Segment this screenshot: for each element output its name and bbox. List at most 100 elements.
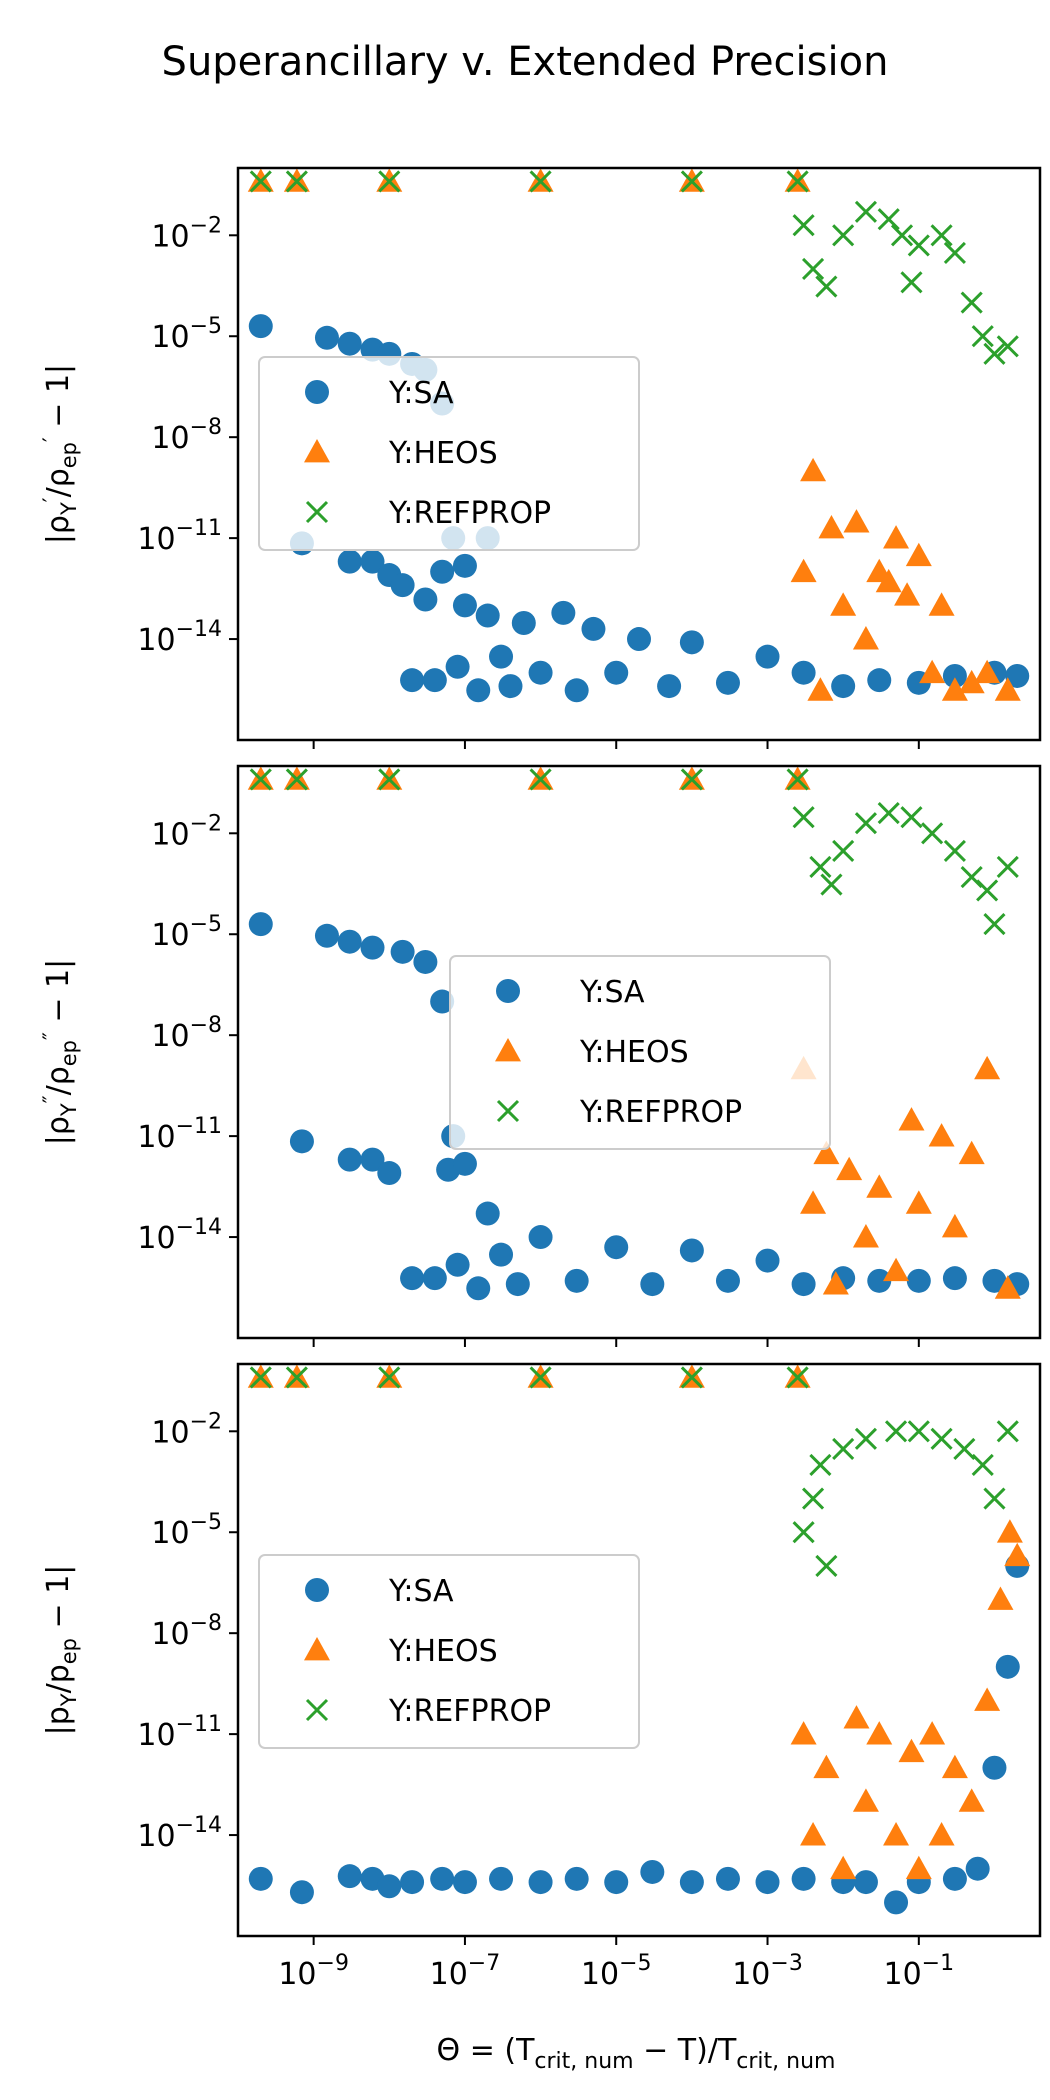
x-tick-label: 10−5 xyxy=(581,1951,652,1992)
data-point xyxy=(445,1252,470,1277)
data-point xyxy=(400,1266,425,1291)
data-point xyxy=(965,1856,990,1881)
data-point xyxy=(430,989,455,1014)
data-point xyxy=(791,1866,816,1891)
figure-title: Superancillary v. Extended Precision xyxy=(162,39,889,85)
data-point xyxy=(987,1586,1014,1610)
data-point xyxy=(958,669,985,694)
data-point xyxy=(822,1271,849,1295)
data-point xyxy=(906,1268,931,1293)
data-point xyxy=(564,678,589,703)
data-point xyxy=(907,1420,930,1443)
data-point xyxy=(853,1870,878,1895)
y-tick-label: 10−2 xyxy=(151,1409,222,1450)
data-point xyxy=(877,208,900,231)
legend-marker-heos xyxy=(304,439,330,463)
data-point xyxy=(890,224,914,247)
data-point xyxy=(377,1874,402,1899)
legend-marker-refprop xyxy=(496,1099,520,1123)
data-point xyxy=(831,674,856,699)
legend: Y:SA Y:HEOS Y:REFPROP xyxy=(258,356,640,551)
data-point xyxy=(452,1151,477,1176)
plot-area xyxy=(247,766,1030,1301)
data-point xyxy=(907,234,930,257)
legend-label-refprop: Y:REFPROP xyxy=(388,1694,551,1729)
data-point xyxy=(604,660,629,685)
data-point xyxy=(489,644,514,669)
data-point xyxy=(905,542,932,567)
data-point xyxy=(802,1487,825,1510)
data-point xyxy=(843,1705,870,1729)
data-point xyxy=(248,912,273,937)
legend-label-refprop: Y:REFPROP xyxy=(388,496,551,531)
data-point xyxy=(832,1437,855,1460)
data-point xyxy=(604,1870,629,1895)
data-point xyxy=(867,668,892,693)
data-point xyxy=(820,873,843,896)
data-point xyxy=(852,1224,879,1248)
data-point xyxy=(983,1487,1006,1510)
data-point xyxy=(898,1738,925,1763)
data-point xyxy=(249,1366,272,1389)
data-point xyxy=(854,812,877,835)
data-point xyxy=(378,1366,401,1389)
axes-frame xyxy=(236,166,1042,742)
data-point xyxy=(430,1866,455,1891)
data-point xyxy=(475,1201,500,1226)
data-point xyxy=(900,806,923,829)
data-point xyxy=(679,1238,704,1263)
data-point xyxy=(390,573,415,598)
series-sa xyxy=(248,1553,1030,1915)
axes-frame xyxy=(236,764,1042,1340)
data-point xyxy=(928,592,955,616)
data-point xyxy=(466,678,491,703)
data-point xyxy=(843,509,870,533)
data-point xyxy=(832,224,855,247)
data-point xyxy=(422,1266,447,1291)
data-point xyxy=(337,929,362,954)
data-point xyxy=(786,170,809,193)
data-point xyxy=(640,1272,665,1297)
data-point xyxy=(551,600,576,625)
plot-area xyxy=(247,1364,1031,1915)
data-point xyxy=(983,342,1006,365)
data-point xyxy=(285,1366,308,1389)
legend-label-sa: Y:SA xyxy=(388,376,454,411)
y-tick-label: 10−2 xyxy=(151,811,222,852)
data-point xyxy=(800,1822,827,1846)
data-point xyxy=(529,170,552,193)
data-point xyxy=(627,627,651,652)
data-point xyxy=(715,1268,740,1293)
legend-marker-heos xyxy=(495,1038,521,1062)
data-point xyxy=(413,949,438,974)
data-point xyxy=(337,1864,362,1889)
data-point xyxy=(378,768,401,791)
x-tick-label: 10−7 xyxy=(430,1951,501,1992)
data-point xyxy=(883,1257,910,1282)
data-point xyxy=(953,1437,976,1460)
data-point xyxy=(971,325,994,348)
data-point xyxy=(943,839,966,862)
data-point xyxy=(832,839,855,862)
data-point xyxy=(430,559,455,584)
data-point xyxy=(657,674,682,699)
legend-marker-heos xyxy=(304,1637,330,1661)
data-point xyxy=(529,1366,552,1389)
panel-middle: 10−2 10−5 10−8 10−11 10−14 |ρY″/ρep″ − 1| Y:SA… xyxy=(39,764,1042,1347)
legend-label-heos: Y:HEOS xyxy=(388,1634,498,1669)
data-point xyxy=(813,1754,840,1779)
data-point xyxy=(854,1427,877,1450)
y-axis-label: |pY/pep − 1| xyxy=(41,1565,81,1736)
data-point xyxy=(974,1687,1001,1711)
data-point xyxy=(928,1123,955,1147)
data-point xyxy=(960,291,983,314)
y-tick-label: 10−14 xyxy=(137,1215,222,1256)
panel-top: 10−2 10−5 10−8 10−11 10−14 |ρY′/ρep′ − 1| Y:SA… xyxy=(39,166,1042,749)
legend: Y:SA Y:HEOS Y:REFPROP xyxy=(449,955,831,1150)
data-point xyxy=(680,1366,703,1389)
data-point xyxy=(715,1866,740,1891)
data-point xyxy=(867,1268,892,1293)
data-point xyxy=(800,457,827,482)
data-point xyxy=(791,1272,816,1297)
data-point xyxy=(974,1055,1001,1080)
